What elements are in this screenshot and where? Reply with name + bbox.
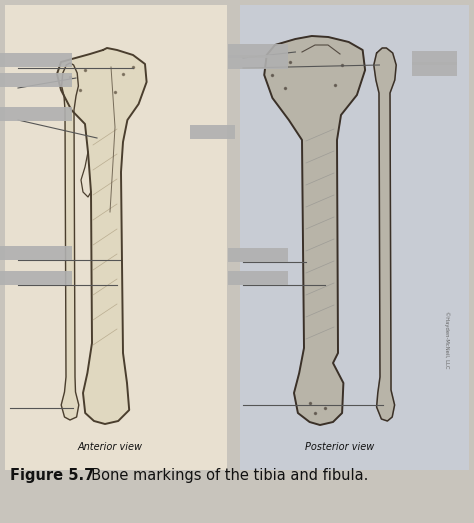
Text: Bone markings of the tibia and fibula.: Bone markings of the tibia and fibula. — [82, 468, 368, 483]
Bar — [228, 271, 288, 285]
Bar — [0, 73, 72, 87]
Bar — [228, 55, 288, 69]
Bar — [0, 246, 72, 260]
Bar — [412, 62, 457, 76]
Polygon shape — [61, 63, 79, 420]
Polygon shape — [57, 48, 146, 424]
Text: Figure 5.7: Figure 5.7 — [10, 468, 94, 483]
Text: Anterior view: Anterior view — [78, 442, 143, 452]
Bar — [240, 5, 469, 470]
Polygon shape — [264, 36, 365, 425]
Bar — [0, 107, 72, 121]
Text: Posterior view: Posterior view — [305, 442, 374, 452]
Bar — [412, 51, 457, 65]
Bar — [228, 248, 288, 262]
Polygon shape — [374, 48, 396, 421]
Bar — [190, 125, 235, 139]
Text: ©Hayden-McNeil, LLC: ©Hayden-McNeil, LLC — [444, 311, 450, 369]
Bar — [0, 271, 72, 285]
Bar — [5, 5, 227, 470]
Bar — [0, 53, 72, 67]
Bar — [228, 44, 288, 58]
